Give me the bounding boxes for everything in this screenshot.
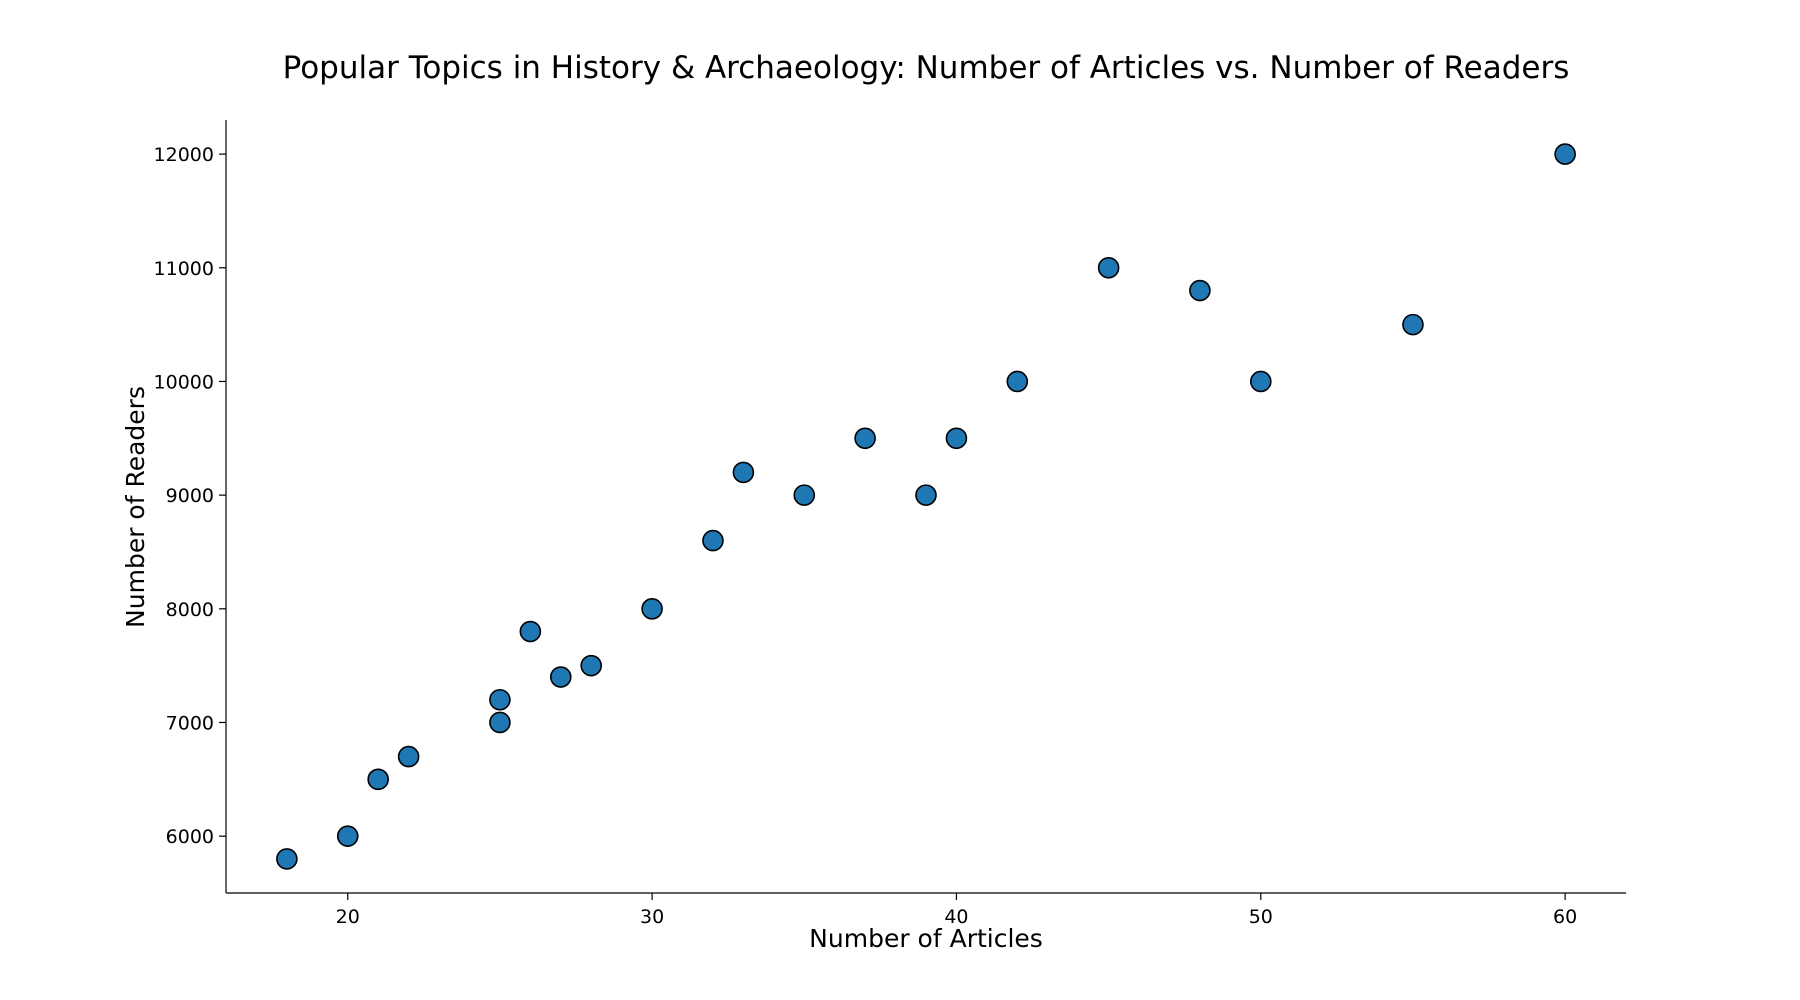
data-point — [489, 711, 511, 734]
data-point — [1189, 279, 1211, 302]
data-point — [549, 666, 572, 688]
x-tick-label: 20 — [336, 906, 360, 928]
data-point — [1006, 370, 1029, 393]
data-point — [915, 484, 937, 506]
y-axis-label: Number of Readers — [121, 386, 150, 628]
data-point — [732, 461, 755, 484]
data-point — [945, 427, 968, 450]
x-tick-label: 30 — [640, 906, 664, 928]
data-point — [489, 688, 511, 711]
x-tick-label: 50 — [1249, 906, 1273, 928]
data-point — [702, 529, 724, 552]
data-point — [1554, 143, 1576, 165]
x-tick-label: 40 — [944, 906, 968, 928]
data-point — [276, 848, 298, 870]
data-point — [641, 598, 663, 620]
data-points — [276, 143, 1576, 870]
chart-title: Popular Topics in History & Archaeology:… — [283, 50, 1570, 86]
y-axis-ticks: 6000 7000 8000 9000 10000 11000 12000 — [154, 144, 226, 848]
data-point — [854, 427, 876, 450]
y-tick-label: 8000 — [166, 599, 214, 621]
y-tick-label: 9000 — [166, 485, 214, 507]
y-tick-label: 6000 — [166, 826, 214, 848]
data-point — [580, 654, 603, 677]
axes-spines — [225, 120, 1626, 894]
data-point — [1402, 313, 1424, 336]
data-point — [519, 620, 542, 643]
x-tick-label: 60 — [1553, 906, 1577, 928]
x-axis-label: Number of Articles — [809, 924, 1043, 953]
x-axis-ticks: 20 30 40 50 60 — [336, 893, 1577, 928]
data-point — [1097, 256, 1120, 279]
data-point — [397, 745, 420, 768]
y-tick-label: 7000 — [166, 712, 214, 734]
y-tick-label: 11000 — [154, 258, 214, 280]
data-point — [336, 825, 359, 847]
data-point — [367, 768, 389, 791]
data-point — [793, 484, 816, 506]
data-point — [1249, 370, 1272, 393]
y-tick-label: 10000 — [154, 371, 214, 393]
y-tick-label: 12000 — [154, 144, 214, 166]
